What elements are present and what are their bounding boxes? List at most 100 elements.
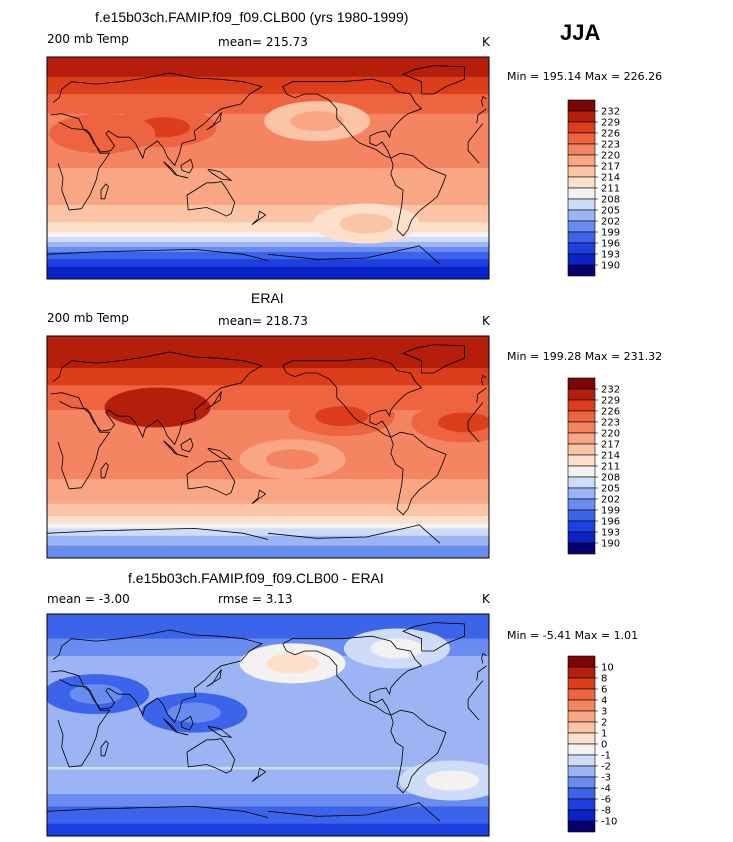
map-1-coastline	[282, 78, 423, 159]
legend-3-tick-label: 10	[601, 663, 614, 674]
map-2-coastline	[177, 454, 189, 458]
map-3-band	[47, 823, 489, 827]
map-3-band	[47, 771, 489, 775]
map-3-band	[47, 828, 489, 832]
map-2-coastline	[57, 401, 484, 490]
season-label: JJA	[560, 20, 601, 45]
panel-3-min-max: Min = -5.41 Max = 1.01	[507, 629, 639, 642]
map-2-band	[47, 545, 489, 549]
map-2-band	[47, 336, 489, 340]
map-3-band	[47, 752, 489, 756]
map-2-band	[47, 550, 489, 554]
map-1-band	[47, 232, 489, 236]
map-2-band	[47, 397, 489, 401]
map-2-band	[47, 402, 489, 406]
map-1-band	[47, 168, 489, 172]
map-1-band	[47, 229, 489, 233]
map-1-band	[47, 261, 489, 265]
map-2-coastline	[207, 447, 233, 460]
legend-1-tick-label: 232	[601, 107, 620, 118]
map-1-band	[47, 185, 489, 189]
legend-1-swatch	[567, 187, 596, 200]
map-1-band	[47, 182, 489, 186]
map-3-band	[47, 811, 489, 815]
map-2-band	[47, 523, 489, 527]
map-2-band	[47, 508, 489, 512]
map-3-coastline	[50, 629, 487, 724]
legend-2-tick-label: 226	[601, 407, 620, 418]
map-3-band	[47, 786, 489, 790]
legend-2-swatch	[567, 388, 596, 401]
map-1-band	[47, 172, 489, 176]
map-3-band	[47, 734, 489, 738]
legend-2-tick-label: 214	[601, 451, 620, 462]
map-3-coastline	[390, 709, 447, 794]
map-3-coastline	[180, 715, 194, 731]
map-2-band	[47, 503, 489, 507]
legend-1-swatch	[567, 242, 596, 255]
map-2-coastline	[481, 374, 487, 386]
map-2-band	[47, 511, 489, 515]
map-1-coastline	[251, 210, 267, 226]
map-1-band	[47, 239, 489, 243]
map-2-band	[47, 407, 489, 411]
map-3-band	[47, 789, 489, 793]
legend-3-tick-label: 1	[601, 729, 607, 740]
map-3-band	[47, 727, 489, 731]
map-2-band	[47, 338, 489, 342]
map-3-band	[47, 626, 489, 630]
legend-2-swatch	[567, 454, 596, 467]
map-2-band	[47, 422, 489, 426]
map-2-band	[47, 377, 489, 381]
map-1-band	[47, 59, 489, 63]
map-1-coastline	[206, 112, 222, 131]
legend-3-swatch	[567, 710, 596, 723]
legend-3-swatch	[567, 677, 596, 690]
legend-1-swatch	[567, 198, 596, 211]
map-2-band	[47, 538, 489, 542]
map-3-coastline	[100, 740, 109, 757]
map-3-band	[47, 685, 489, 689]
map-3-band	[47, 628, 489, 632]
map-2-band	[47, 390, 489, 394]
map-3-coastline	[481, 652, 487, 664]
map-3-band	[47, 614, 489, 618]
map-1-band	[47, 217, 489, 221]
legend-1-swatch	[567, 253, 596, 266]
panel-2-title: ERAI	[251, 290, 284, 306]
map-1-coastline	[186, 181, 236, 217]
map-2-band	[47, 400, 489, 404]
map-2-band	[47, 488, 489, 492]
map-1-band	[47, 61, 489, 65]
legend-1-swatch	[567, 99, 596, 112]
legend-2-tick-label: 232	[601, 385, 620, 396]
map-2-band	[47, 370, 489, 374]
map-1-band	[47, 140, 489, 144]
map-1-feature-core	[75, 123, 129, 144]
map-3-band	[47, 762, 489, 766]
map-2-coastline	[390, 431, 447, 516]
map-3-band	[47, 732, 489, 736]
map-3-band	[47, 633, 489, 637]
legend-2-swatch	[567, 432, 596, 445]
legend-1-tick-label: 220	[601, 151, 620, 162]
map-3-band	[47, 774, 489, 778]
map-3-band	[47, 766, 489, 770]
legend-2-tick-label: 220	[601, 429, 620, 440]
map-1-band	[47, 249, 489, 253]
map-2-band	[47, 533, 489, 537]
map-2-band	[47, 429, 489, 433]
map-3-band	[47, 744, 489, 748]
map-2-band	[47, 427, 489, 431]
map-3-band	[47, 821, 489, 825]
legend-2-tick-label: 193	[601, 528, 620, 539]
map-2-band	[47, 380, 489, 384]
map-3-coastline	[206, 669, 222, 688]
panel-2-unit-label: K	[482, 314, 490, 328]
legend-3-tick-label: 6	[601, 685, 607, 696]
map-1-band	[47, 170, 489, 174]
map-2-band	[47, 419, 489, 423]
map-2-band	[47, 513, 489, 517]
map-1-band	[47, 269, 489, 273]
legend-3-swatch	[567, 732, 596, 745]
